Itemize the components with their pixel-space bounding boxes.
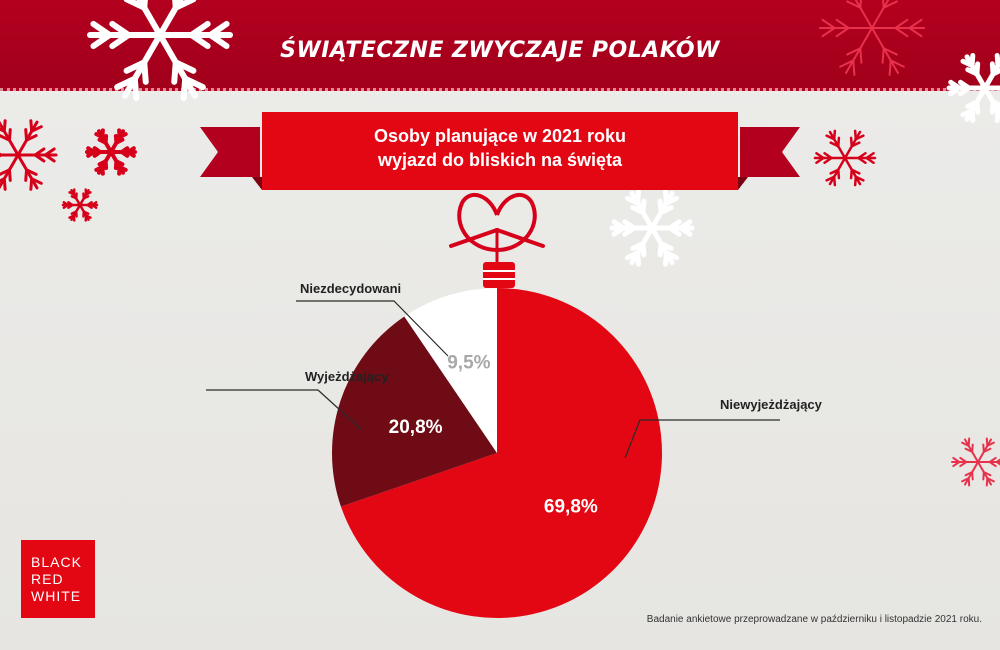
logo-line-2: RED [31,570,64,587]
leader-line [624,419,780,459]
slice-category-label: Niezdecydowani [300,281,401,296]
chart-title: Osoby planujące w 2021 roku wyjazd do bl… [262,124,738,172]
pie-slice [340,288,662,618]
snowflake-icon [946,53,1000,123]
page-title: ŚWIĄTECZNE ZWYCZAJE POLAKÓW [280,38,720,63]
pie-slice [404,288,497,453]
pie-slice [332,316,497,507]
chart-title-line-1: Osoby planujące w 2021 roku [373,126,627,146]
snowflake-icon [819,0,925,76]
snowflake-icon [87,0,233,102]
brand-logo: BLACK RED WHITE [21,540,95,618]
leader-lines [206,300,780,459]
slice-labels: 69,8% Niewyjeżdżający 20,8% Wyjeżdżający 9,5… [300,281,823,518]
slice-category-label: Wyjeżdżający [305,369,389,384]
snowflake-icon [61,188,99,222]
pie-slices [332,288,662,618]
snowflake-icon [85,128,137,176]
slice-value-label: 69,8% [544,497,598,518]
bauble-bow-icon [449,192,545,288]
slice-value-label: 9,5% [447,353,490,374]
ribbon-banner [200,112,800,190]
slice-category-label: Niewyjeżdżający [720,397,823,412]
snowflake-icon [951,437,1000,487]
snowflake-icon [813,129,877,187]
footnote: Badanie ankietowe przeprowadzane w paźdz… [646,614,982,625]
logo-line-3: WHITE [31,587,82,604]
snowflake-icon [0,119,58,191]
snowflake-icon [609,189,695,267]
leader-line [296,300,449,357]
chart-title-line-2: wyjazd do bliskich na święta [377,150,623,170]
slice-value-label: 20,8% [389,417,443,438]
logo-line-1: BLACK [31,553,82,570]
leader-line [206,389,363,431]
